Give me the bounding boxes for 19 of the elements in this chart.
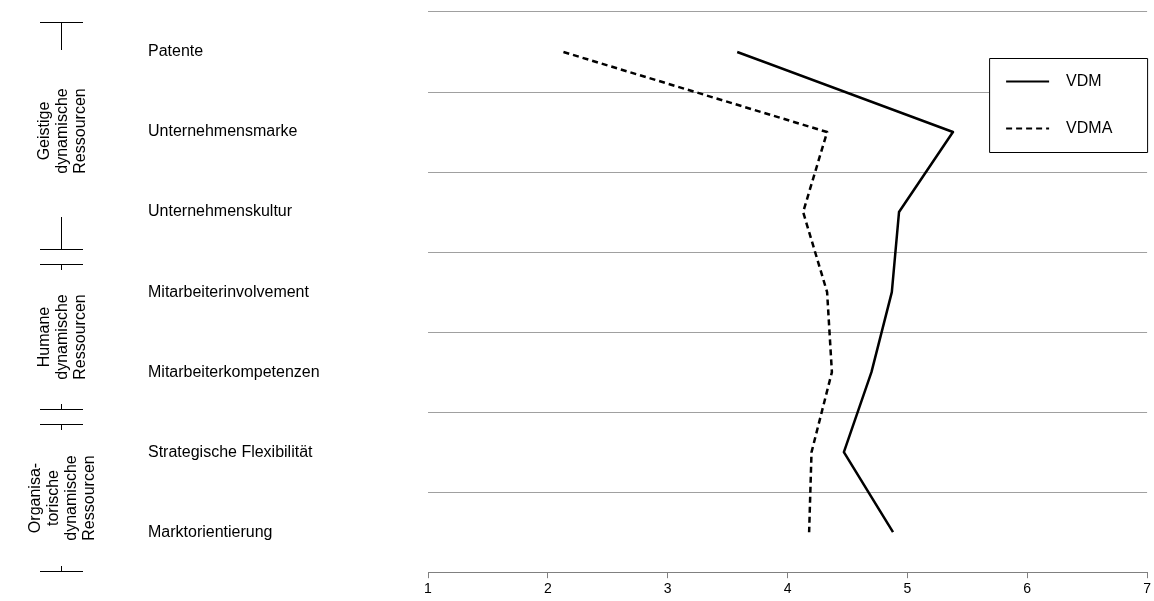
text: Organisa- torische dynamische Ressourcen — [26, 454, 98, 543]
legend-label: VDM — [1066, 71, 1102, 89]
y-tick-label: Mitarbeiterkompetenzen — [148, 362, 320, 380]
legend-label: VDMA — [1066, 118, 1113, 136]
text: Geistige dynamische Ressourcen — [35, 87, 89, 176]
text: Humane dynamische Ressourcen — [35, 293, 89, 382]
x-tick-label: 2 — [543, 580, 552, 597]
y-tick-label: Unternehmensmarke — [148, 122, 298, 140]
y-tick-label: Marktorientierung — [148, 522, 273, 540]
y-tick-label: Unternehmenskultur — [148, 202, 293, 220]
x-tick-label: 5 — [903, 580, 912, 597]
x-tick-label: 1 — [424, 580, 433, 597]
x-tick-label: 4 — [783, 580, 792, 597]
x-tick-label: 3 — [663, 580, 672, 597]
y-tick-label: Mitarbeiterinvolvement — [148, 282, 310, 300]
x-tick-label: 7 — [1143, 580, 1152, 597]
y-tick-label: Strategische Flexibilität — [148, 442, 314, 460]
y-tick-label: Patente — [148, 42, 204, 60]
x-tick-label: 6 — [1023, 580, 1032, 597]
